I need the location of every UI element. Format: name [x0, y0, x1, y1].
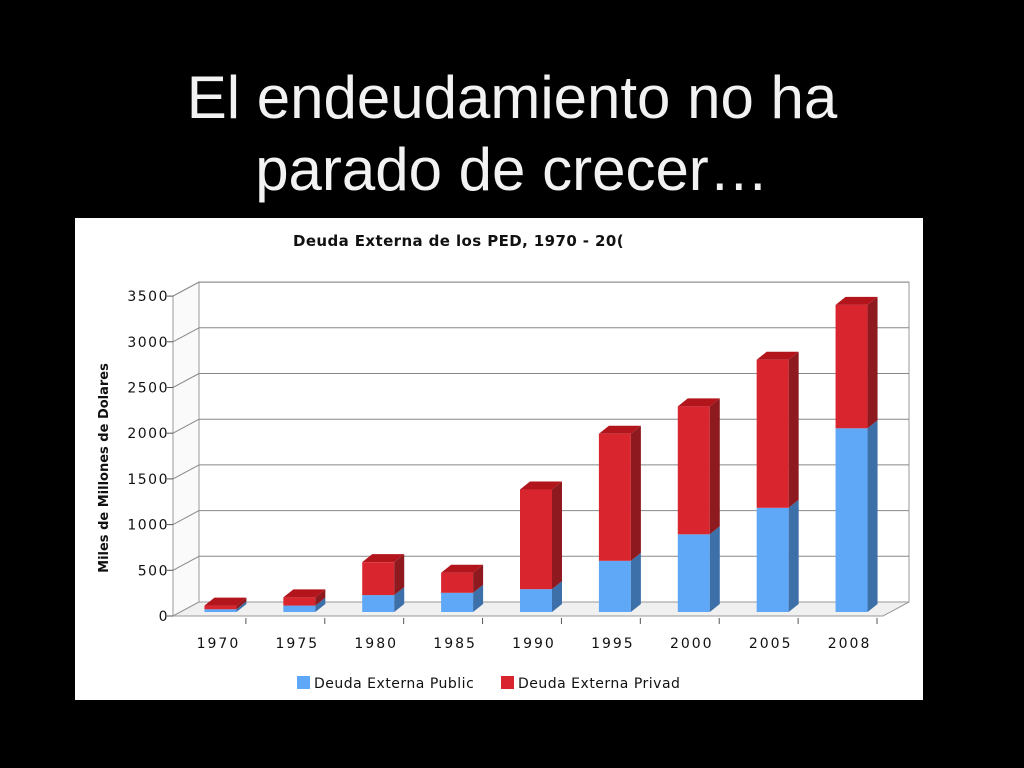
bar-stack-1995	[598, 425, 641, 612]
bar-top-1970	[204, 597, 247, 606]
bar-stack-2008	[835, 296, 878, 612]
legend-label: Deuda Externa Public	[314, 676, 474, 692]
bar-publica-2000	[677, 534, 710, 612]
slide-title-line-1: El endeudamiento no ha	[186, 64, 838, 131]
bar-top-2000	[677, 398, 720, 407]
y-tick-label: 3000	[127, 335, 169, 351]
y-tick-labels: 0 500 1000 1500 2000 2500 3000 3500	[127, 289, 173, 625]
bar-publica-2005	[756, 507, 789, 612]
gridline-side	[172, 327, 200, 343]
y-tick-label: 2000	[127, 426, 169, 442]
x-tick-label: 1975	[276, 636, 320, 652]
legend-swatch	[501, 676, 514, 689]
bar-privada-side-1970	[236, 597, 247, 610]
bar-stack-1970	[204, 597, 247, 612]
x-tick-label: 2000	[670, 636, 714, 652]
chart-title: Deuda Externa de los PED, 1970 - 20(	[293, 232, 624, 250]
bar-publica-1975	[283, 605, 316, 612]
y-tick-label: 3500	[127, 289, 169, 305]
bar-publica-side-1980	[394, 587, 405, 612]
legend-item-2: Deuda Externa Privad	[501, 676, 680, 692]
bar-publica-side-2005	[788, 499, 799, 612]
bar-privada-side-2005	[788, 351, 799, 508]
bar-publica-side-1975	[315, 597, 326, 612]
gridline-side	[172, 373, 200, 388]
bar-publica-side-1990	[552, 581, 562, 612]
x-tick-label: 1990	[512, 636, 556, 652]
bar-publica-side-2008	[867, 420, 878, 612]
bar-privada-1980	[362, 562, 395, 596]
x-tick-labels: 1970 1975 1980 1985 1990 1995 2000 2005 2008	[197, 618, 878, 652]
y-tick-label: 500	[138, 563, 169, 579]
y-tick-label: 0	[159, 609, 169, 625]
bar-publica-side-1970	[236, 601, 247, 612]
bar-stack-1975	[283, 589, 326, 612]
bar-privada-side-1995	[630, 425, 641, 561]
x-tick-label: 1970	[197, 636, 241, 652]
bar-publica-side-1985	[473, 584, 484, 612]
bar-privada-2005	[756, 359, 789, 508]
gridline-side	[172, 418, 200, 434]
bar-stack-1980	[362, 554, 405, 612]
bar-top-1995	[598, 425, 641, 434]
y-tick-label: 1000	[127, 518, 169, 534]
bar-privada-2008	[835, 304, 868, 429]
bar-privada-1985	[441, 572, 474, 593]
gridline-side	[172, 464, 200, 480]
bar-top-1980	[362, 554, 405, 563]
bar-privada-1975	[283, 597, 316, 606]
bar-privada-side-1975	[315, 589, 326, 606]
gridline-side	[172, 510, 200, 526]
bar-publica-1995	[598, 560, 631, 612]
x-tick-label: 1985	[433, 636, 477, 652]
slide-title: El endeudamiento no ha parado de crecer…	[0, 62, 1024, 206]
bar-publica-1970	[204, 609, 237, 612]
bar-publica-2008	[835, 428, 868, 612]
y-tick-label: 1500	[127, 472, 169, 488]
legend-swatch	[297, 676, 310, 689]
side-wall	[172, 281, 200, 617]
bars	[204, 296, 878, 612]
gridline-side	[172, 281, 200, 297]
bar-top-1990	[520, 481, 562, 490]
bar-privada-side-1990	[552, 481, 562, 590]
legend-item-1: Deuda Externa Public	[297, 676, 474, 692]
bar-publica-side-2000	[709, 526, 720, 612]
chart-panel: Deuda Externa de los PED, 1970 - 20( 0 50…	[75, 218, 923, 700]
bar-publica-side-1995	[630, 552, 641, 612]
bar-stack-1985	[441, 564, 484, 612]
bar-privada-2000	[677, 406, 710, 535]
slide-title-line-2: parado de crecer…	[255, 136, 769, 203]
stacked-bar-chart: 0 500 1000 1500 2000 2500 3000 3500 1970 1975 198…	[97, 281, 910, 692]
bar-publica-1980	[362, 595, 395, 612]
bar-top-1985	[441, 564, 484, 573]
bar-stack-1990	[520, 481, 562, 612]
legend-label: Deuda Externa Privad	[518, 676, 680, 692]
gridline-side	[172, 555, 200, 571]
bar-publica-1985	[441, 592, 474, 612]
bar-privada-1990	[520, 489, 552, 590]
bar-publica-1990	[520, 589, 552, 612]
bar-privada-1970	[204, 605, 237, 610]
legend: Deuda Externa Public Deuda Externa Privad	[297, 676, 680, 692]
bar-top-1975	[283, 589, 326, 598]
y-tick-label: 2500	[127, 381, 169, 397]
bar-privada-side-2008	[867, 296, 878, 429]
bar-privada-1995	[598, 433, 631, 561]
x-tick-label: 1995	[591, 636, 635, 652]
bar-privada-side-1980	[394, 554, 405, 596]
y-axis-label: Miles de Millones de Dolares	[97, 363, 112, 573]
bar-stack-2005	[756, 351, 799, 612]
x-tick-label: 2008	[828, 636, 872, 652]
bar-privada-side-2000	[709, 398, 720, 535]
x-tick-label: 2005	[749, 636, 793, 652]
bar-top-2008	[835, 296, 878, 305]
bar-stack-2000	[677, 398, 720, 612]
bar-top-2005	[756, 351, 799, 360]
bar-privada-side-1985	[473, 564, 484, 593]
x-tick-label: 1980	[354, 636, 398, 652]
